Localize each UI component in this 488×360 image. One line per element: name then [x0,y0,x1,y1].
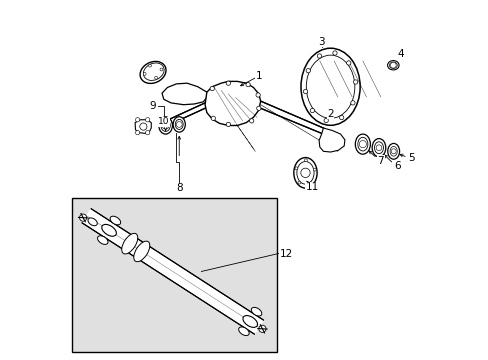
Ellipse shape [388,62,396,68]
Circle shape [309,108,314,113]
Circle shape [135,118,140,122]
Circle shape [375,145,381,150]
Text: 2: 2 [326,109,333,119]
Circle shape [245,82,250,87]
Circle shape [160,68,163,71]
Circle shape [304,159,307,162]
Text: 12: 12 [280,248,293,258]
Circle shape [80,214,86,221]
Text: 4: 4 [396,49,403,59]
Ellipse shape [175,120,183,130]
Polygon shape [135,120,151,134]
Circle shape [309,182,311,185]
Ellipse shape [387,60,398,70]
Ellipse shape [238,327,249,336]
Circle shape [210,86,214,91]
Circle shape [140,123,147,130]
Text: 6: 6 [394,161,401,171]
Ellipse shape [102,224,116,236]
Text: 7: 7 [377,156,383,166]
Ellipse shape [389,147,396,156]
Circle shape [390,149,395,154]
FancyBboxPatch shape [72,198,276,352]
Ellipse shape [122,233,138,254]
Polygon shape [162,103,204,128]
Circle shape [211,116,215,121]
Circle shape [305,68,310,73]
Circle shape [135,131,140,135]
Circle shape [317,54,321,58]
Circle shape [359,140,366,148]
Ellipse shape [301,48,360,125]
Ellipse shape [110,216,121,225]
Text: 5: 5 [407,153,414,163]
Ellipse shape [357,137,367,151]
Circle shape [313,168,316,171]
Ellipse shape [134,241,149,262]
Text: 1: 1 [255,71,262,81]
Ellipse shape [371,139,385,157]
Polygon shape [319,128,344,152]
Circle shape [353,80,357,84]
Ellipse shape [173,117,185,132]
Text: 3: 3 [318,37,324,47]
Circle shape [226,122,230,127]
Circle shape [339,116,343,120]
Circle shape [256,106,261,111]
Ellipse shape [374,142,383,154]
Circle shape [226,81,230,85]
Circle shape [176,122,182,127]
Circle shape [324,118,327,123]
Ellipse shape [140,62,165,84]
Ellipse shape [88,218,97,226]
Circle shape [162,122,169,129]
Polygon shape [204,81,260,126]
Ellipse shape [243,316,257,327]
Circle shape [145,131,149,135]
Circle shape [143,72,146,75]
Ellipse shape [296,162,313,184]
Circle shape [145,118,149,122]
Circle shape [297,181,300,184]
Polygon shape [82,209,263,334]
Circle shape [332,51,336,55]
Circle shape [350,101,354,105]
Ellipse shape [316,58,358,114]
Text: 9: 9 [149,102,156,112]
Circle shape [346,61,350,65]
Ellipse shape [305,55,354,118]
Text: 8: 8 [176,183,182,193]
Circle shape [154,76,157,79]
Ellipse shape [251,307,261,316]
Ellipse shape [355,134,369,154]
Ellipse shape [159,117,172,134]
Ellipse shape [143,63,164,80]
Ellipse shape [387,143,399,159]
Ellipse shape [97,236,108,244]
Ellipse shape [293,158,317,188]
Circle shape [258,325,265,332]
Ellipse shape [161,120,170,131]
Circle shape [389,62,395,68]
Circle shape [300,168,309,177]
Circle shape [294,167,297,170]
Polygon shape [260,101,323,134]
Circle shape [255,93,260,97]
Circle shape [249,119,253,123]
Text: 10: 10 [158,117,169,126]
Polygon shape [162,83,206,105]
Circle shape [148,64,151,67]
Text: 11: 11 [305,182,319,192]
Circle shape [303,89,307,94]
